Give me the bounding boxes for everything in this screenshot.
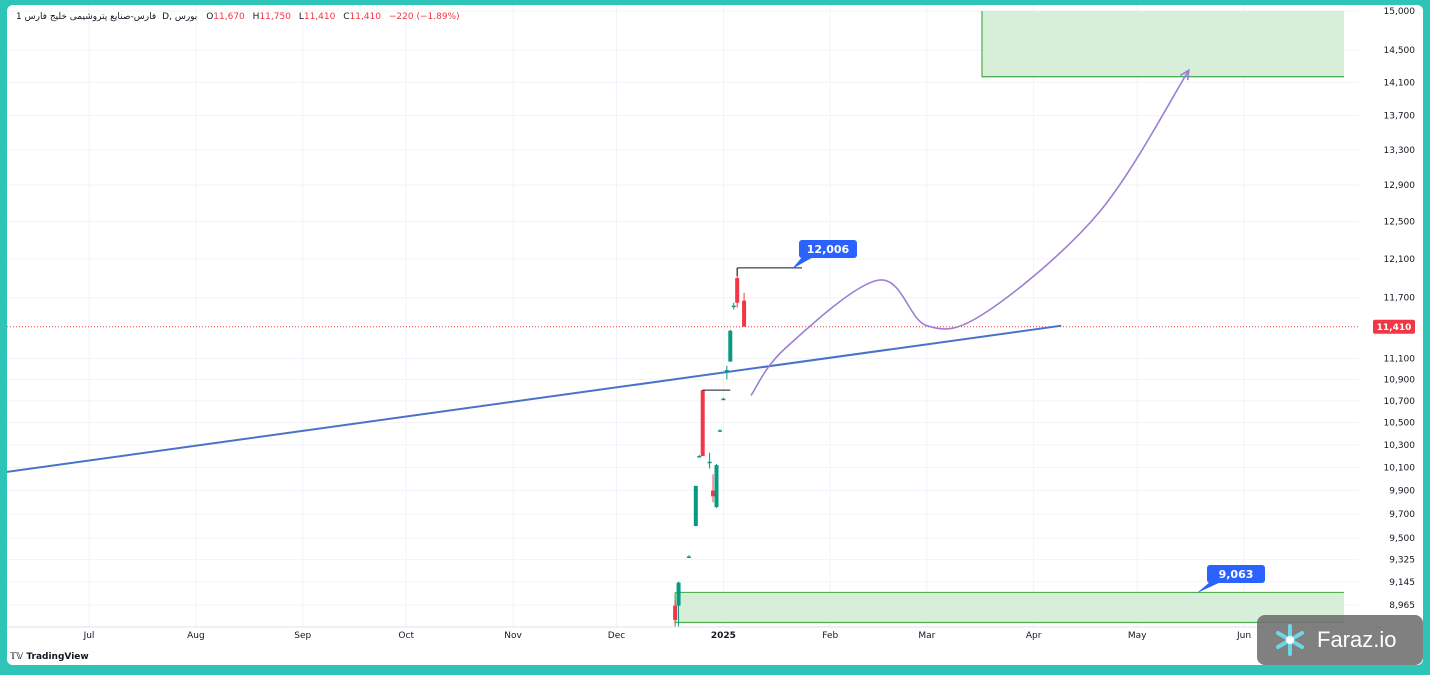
candle-body	[742, 300, 747, 327]
y-tick-label: 9,700	[1389, 510, 1415, 520]
high-value: 11,750	[259, 12, 291, 22]
price-callout-label: 9,063	[1219, 568, 1254, 581]
high-label: H	[252, 12, 260, 22]
y-tick-label: 9,325	[1389, 556, 1415, 566]
change-value: −220 (−1.89%)	[388, 12, 460, 22]
candle-body	[731, 305, 736, 308]
x-axis-bg	[7, 627, 1423, 665]
y-tick-label: 9,900	[1389, 487, 1415, 497]
current-price-label: 11,410	[1377, 323, 1412, 333]
y-tick-label: 8,965	[1389, 601, 1415, 611]
price-callout-label: 12,006	[807, 243, 850, 256]
zone-rect-1	[675, 592, 1344, 623]
faraz-logo-icon	[1276, 624, 1304, 656]
x-tick-label: Jun	[1236, 631, 1251, 641]
faraz-watermark: Faraz.io	[1257, 615, 1423, 665]
current-price-badge	[1373, 319, 1415, 334]
y-axis-bg	[1359, 5, 1423, 665]
symbol-name[interactable]: فارس-صنایع پتروشیمی خلیج فارس	[24, 12, 157, 22]
x-tick-label: Mar	[918, 631, 935, 641]
exchange-label: بورس	[174, 12, 198, 22]
price-callout-box	[1207, 565, 1265, 583]
tradingview-logo-icon: 𝕋𝕍	[10, 652, 27, 662]
y-tick-label: 10,500	[1384, 419, 1416, 429]
candle-body	[676, 582, 681, 606]
candle-body	[717, 430, 722, 432]
candle-body	[735, 278, 740, 303]
x-tick-label: May	[1128, 631, 1147, 641]
candle-body	[686, 556, 691, 558]
faraz-label: Faraz.io	[1317, 627, 1397, 652]
x-tick-label: Feb	[822, 631, 838, 641]
price-callout-box	[799, 240, 857, 258]
price-chart[interactable]: 12,006 9,063 15,000 14,500 14,100 13,700 13,3…	[7, 5, 1423, 665]
candle-body	[724, 369, 729, 372]
interval-label[interactable]: D	[162, 12, 170, 22]
y-tick-label: 10,300	[1384, 441, 1416, 451]
price-callout-pointer	[1197, 581, 1223, 593]
candle-body	[697, 456, 702, 458]
y-tick-label: 12,900	[1384, 181, 1416, 191]
tradingview-label: TradingView	[26, 652, 89, 662]
y-tick-label: 12,100	[1384, 255, 1416, 265]
open-label: O	[206, 12, 214, 22]
y-tick-label: 11,100	[1384, 354, 1416, 364]
close-label: C	[343, 12, 350, 22]
y-tick-label: 13,300	[1384, 146, 1416, 156]
projection-arrowhead	[1179, 68, 1190, 81]
y-tick-label: 10,700	[1384, 397, 1416, 407]
y-tick-label: 10,100	[1384, 463, 1416, 473]
candle-body	[728, 330, 733, 362]
chart-panel[interactable]: 12,006 9,063 15,000 14,500 14,100 13,700 13,3…	[7, 5, 1423, 665]
close-value: 11,410	[349, 12, 382, 22]
y-tick-label: 13,700	[1384, 112, 1416, 122]
y-tick-label: 9,145	[1389, 578, 1415, 588]
x-tick-label: Apr	[1026, 631, 1042, 641]
candle-body	[707, 461, 712, 464]
tradingview-logo[interactable]: 𝕋𝕍 TradingView	[10, 652, 89, 662]
y-tick-label: 15,000	[1384, 7, 1416, 17]
y-tick-label: 11,700	[1384, 294, 1416, 304]
symbol-legend: 1 فارس-صنایع پتروشیمی خلیج فارس D, بورس O…	[16, 12, 460, 22]
y-tick-label: 12,500	[1384, 217, 1416, 227]
y-tick-label: 9,500	[1389, 534, 1415, 544]
x-tick-label: Sep	[294, 631, 311, 641]
x-tick-label: Aug	[187, 631, 205, 641]
price-callout-pointer	[792, 256, 815, 269]
x-tick-label: Jul	[83, 631, 95, 641]
candle-body	[700, 390, 705, 457]
candle-body	[693, 485, 698, 527]
low-label: L	[298, 12, 304, 22]
projection-path	[750, 69, 1190, 396]
x-tick-label: Oct	[398, 631, 414, 641]
candle-body	[721, 398, 726, 401]
open-value: 11,670	[213, 12, 245, 22]
low-value: 11,410	[303, 12, 336, 22]
x-tick-label: 2025	[711, 631, 736, 641]
candle-body	[673, 605, 678, 620]
pane-number: 1	[16, 12, 22, 22]
x-tick-label: Nov	[504, 631, 522, 641]
x-tick-label: Dec	[608, 631, 625, 641]
candle-body	[711, 490, 716, 497]
y-tick-label: 14,500	[1384, 46, 1416, 56]
zone-rect-0	[981, 11, 1344, 77]
trendline	[7, 324, 1062, 473]
candle-body	[714, 465, 719, 507]
y-tick-label: 14,100	[1384, 78, 1416, 88]
y-tick-label: 10,900	[1384, 375, 1416, 385]
